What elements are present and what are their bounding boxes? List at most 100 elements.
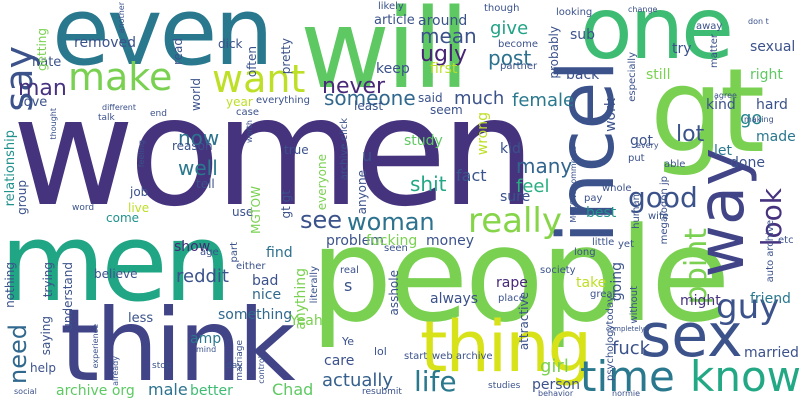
word-human: human xyxy=(631,194,642,229)
word-mgtow: MGTOW xyxy=(249,186,263,234)
word-either: either xyxy=(236,261,266,272)
word-really: really xyxy=(468,201,562,241)
word-wife: wife xyxy=(648,211,669,222)
word-whole: whole xyxy=(602,183,632,194)
word-pretty: pretty xyxy=(279,38,293,75)
word-reason: reason xyxy=(172,139,213,153)
word-lot: lot xyxy=(676,122,705,147)
word-might: might xyxy=(680,293,721,309)
word-guy: guy xyxy=(716,287,780,327)
word-pay: pay xyxy=(584,193,603,204)
word-kid: kid xyxy=(500,141,521,157)
word-true: true xyxy=(284,143,309,157)
word-start: start xyxy=(404,351,428,362)
word-first: first xyxy=(430,61,458,77)
word-hate: hate xyxy=(32,55,62,70)
word-understand: understand xyxy=(61,262,75,331)
word-word: word xyxy=(72,203,95,213)
word-relationship: relationship xyxy=(3,130,18,207)
word-now: now xyxy=(178,126,220,150)
word-yeah: Yeah xyxy=(290,313,323,329)
word-keep: keep xyxy=(376,61,410,77)
word-trying: trying xyxy=(41,262,55,298)
word-lol: lol xyxy=(374,345,387,358)
word-person: person xyxy=(532,377,580,393)
word-anything: anything xyxy=(293,268,309,330)
word-place: place xyxy=(498,293,525,304)
word-looking: looking xyxy=(556,7,593,18)
word-believe: believe xyxy=(94,267,138,281)
word-stop: stop xyxy=(152,361,172,371)
word-sexual: sexual xyxy=(750,39,796,55)
word-time: time xyxy=(580,352,675,400)
word-part: part xyxy=(229,242,240,263)
word-study: study xyxy=(404,133,443,149)
word-put: put xyxy=(628,153,645,164)
word-reddit: reddit xyxy=(176,266,229,287)
word-post: post xyxy=(488,46,532,70)
word-woman: woman xyxy=(347,208,435,236)
word-know: know xyxy=(690,352,800,400)
word-back: back xyxy=(566,67,600,83)
word-bad: bad xyxy=(252,273,279,289)
word-making: making xyxy=(744,115,774,124)
word-worth: worth xyxy=(245,120,254,143)
word-asshole: asshole xyxy=(387,270,401,316)
word-getting: getting xyxy=(35,28,49,71)
word-saying: saying xyxy=(39,316,53,356)
word-talk: talk xyxy=(98,113,115,123)
word-psychologytoday: psychologytoday xyxy=(605,296,616,382)
word-probably: probably xyxy=(547,26,561,79)
word-never: never xyxy=(322,74,386,99)
word-done: done xyxy=(730,155,765,171)
word-better: better xyxy=(190,383,233,399)
word-gt-gt: gt gt xyxy=(279,190,293,219)
word-male: male xyxy=(148,380,188,399)
word-said: said xyxy=(418,91,443,105)
word-thing: thing xyxy=(420,306,592,388)
word-want: want xyxy=(212,57,306,101)
word-people: people xyxy=(310,199,731,351)
word-without: without xyxy=(629,286,640,324)
word-someone: someone xyxy=(324,86,416,110)
word-amp: amp xyxy=(190,331,222,347)
word-though: though xyxy=(484,3,520,14)
word-often: often xyxy=(245,46,259,78)
word-end: end xyxy=(150,109,167,119)
word-always: always xyxy=(430,291,479,307)
word-agree: agree xyxy=(714,91,737,100)
word-come: come xyxy=(106,211,140,225)
word-great: great xyxy=(590,289,617,300)
word-likely: likely xyxy=(378,1,404,12)
word-something: something xyxy=(218,307,293,323)
word-show: show xyxy=(174,239,211,255)
word-feel: feel xyxy=(516,176,550,197)
word-etc: etc xyxy=(778,235,794,246)
word-archive-click: archive click xyxy=(339,118,350,181)
word-social: social xyxy=(14,387,37,396)
word-dick: dick xyxy=(218,37,243,51)
word-women: women xyxy=(12,66,536,240)
word-every: every xyxy=(636,141,659,150)
word-read: read xyxy=(171,38,185,66)
word-man: man xyxy=(18,76,67,101)
word-make: make xyxy=(68,55,173,99)
word-ye: Ye xyxy=(342,335,355,348)
word-see: see xyxy=(300,206,343,234)
word-female: female xyxy=(512,90,575,111)
word-less: less xyxy=(128,311,154,326)
word-around: around xyxy=(418,13,468,29)
word-mgtow-comments: MGTOW comments xyxy=(569,146,578,223)
word-everything: everything xyxy=(256,95,310,106)
word-web-archive: web archive xyxy=(432,351,493,362)
word-case: case xyxy=(236,107,259,118)
word-year: year xyxy=(226,95,253,109)
word-made: made xyxy=(756,129,796,145)
word-go: go xyxy=(740,108,763,129)
word-even: even xyxy=(52,0,274,87)
word-control: control xyxy=(257,356,266,384)
word-shit: shit xyxy=(410,172,447,196)
word-another: another xyxy=(117,2,126,34)
word-s: s xyxy=(344,276,353,295)
